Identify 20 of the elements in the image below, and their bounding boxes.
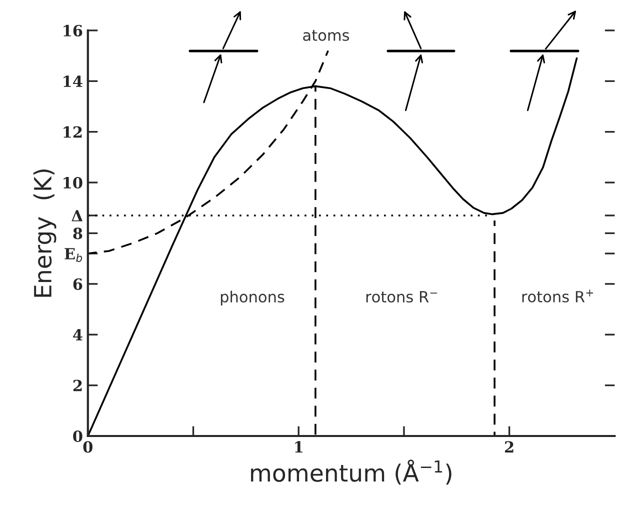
x-tick-label: 0 (83, 441, 92, 453)
annotation: atoms (303, 30, 350, 41)
y-tick-label: 2 (73, 380, 82, 392)
y-tick-label: E$_{b}$ (64, 248, 82, 262)
x-tick-label: 2 (505, 441, 514, 452)
y-axis-title: Energy (K) (33, 169, 56, 297)
y-tick-label: 16 (64, 24, 82, 36)
annotation: phonons (220, 290, 284, 306)
y-tick-label: 12 (64, 126, 82, 138)
annotation: rotons R$^{−}$ (366, 291, 438, 303)
y-tick-label: 10 (64, 176, 82, 189)
y-tick-label: Δ (72, 210, 83, 222)
y-tick-label: 4 (73, 329, 82, 340)
x-tick-label: 1 (295, 441, 302, 452)
y-tick-label: 6 (73, 278, 82, 290)
y-tick-label: 14 (64, 76, 82, 87)
y-tick-label: 0 (73, 430, 82, 442)
x-axis-title: momentum (Å$^{−1}$) (251, 460, 452, 485)
y-tick-label: 8 (73, 228, 82, 240)
annotation: rotons R$^{+}$ (522, 290, 594, 302)
